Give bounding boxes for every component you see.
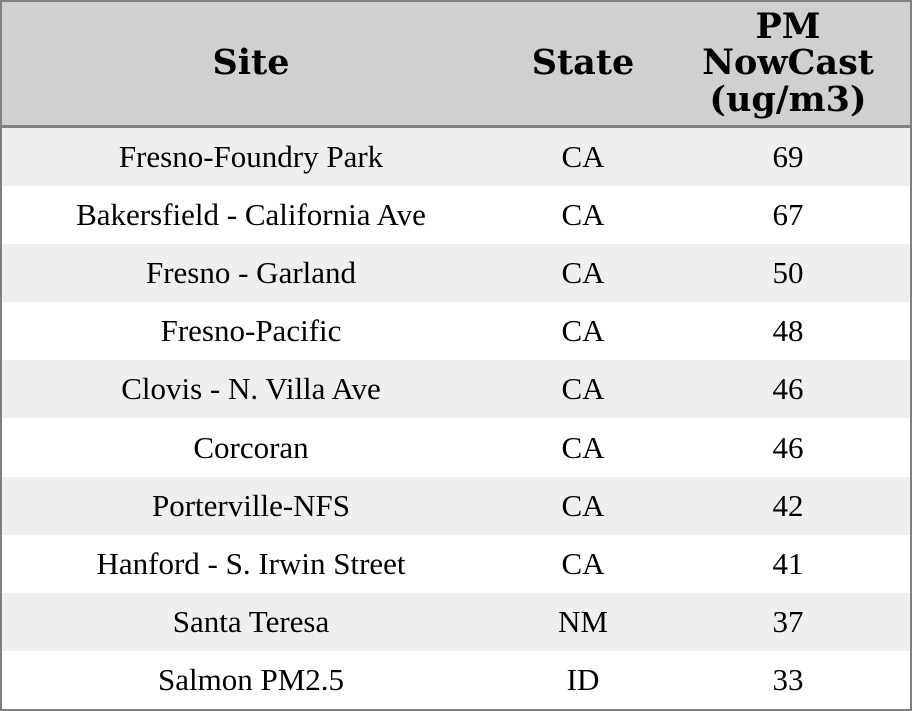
column-header-state: State [531, 42, 635, 84]
state-cell: CA [561, 313, 605, 349]
value-cell: 69 [772, 139, 804, 175]
site-cell: Santa Teresa [172, 603, 330, 639]
column-header-pm-nowcast: PM NowCast (ug/m3) [702, 5, 874, 120]
state-cell: CA [561, 197, 605, 233]
column-header-site: Site [212, 42, 290, 84]
site-cell: Bakersfield - California Ave [76, 197, 426, 233]
site-cell: Salmon PM2.5 [157, 661, 345, 697]
table-row: Fresno-Foundry Park CA 69 [2, 128, 910, 187]
site-cell: Clovis - N. Villa Ave [121, 371, 381, 407]
value-cell: 41 [772, 545, 804, 581]
table-body: Fresno-Foundry Park CA 69 Bakersfield - … [2, 128, 910, 709]
site-cell: Hanford - S. Irwin Street [96, 545, 406, 581]
site-cell: Porterville-NFS [151, 487, 351, 523]
table-row: Clovis - N. Villa Ave CA 46 [2, 360, 910, 419]
table-row: Corcoran CA 46 [2, 418, 910, 477]
site-cell: Fresno-Foundry Park [118, 139, 384, 175]
table-header-row: Site State PM NowCast (ug/m3) [2, 2, 910, 128]
site-cell: Fresno-Pacific [160, 313, 342, 349]
state-cell: ID [566, 661, 600, 697]
value-cell: 67 [772, 197, 804, 233]
table-row: Fresno - Garland CA 50 [2, 244, 910, 303]
state-cell: CA [561, 545, 605, 581]
value-cell: 46 [772, 429, 804, 465]
state-cell: CA [561, 255, 605, 291]
value-cell: 33 [772, 661, 804, 697]
table-row: Porterville-NFS CA 42 [2, 476, 910, 535]
value-cell: 37 [772, 603, 804, 639]
state-cell: CA [561, 487, 605, 523]
value-cell: 48 [772, 313, 804, 349]
table-row: Hanford - S. Irwin Street CA 41 [2, 534, 910, 593]
state-cell: CA [561, 429, 605, 465]
table-row: Santa Teresa NM 37 [2, 592, 910, 651]
site-cell: Fresno - Garland [145, 255, 357, 291]
table-row: Salmon PM2.5 ID 33 [2, 650, 910, 709]
table-row: Fresno-Pacific CA 48 [2, 302, 910, 361]
state-cell: CA [561, 139, 605, 175]
state-cell: NM [558, 603, 608, 639]
state-cell: CA [561, 371, 605, 407]
value-cell: 50 [772, 255, 804, 291]
site-cell: Corcoran [193, 429, 309, 465]
value-cell: 46 [772, 371, 804, 407]
value-cell: 42 [772, 487, 804, 523]
table-row: Bakersfield - California Ave CA 67 [2, 186, 910, 245]
